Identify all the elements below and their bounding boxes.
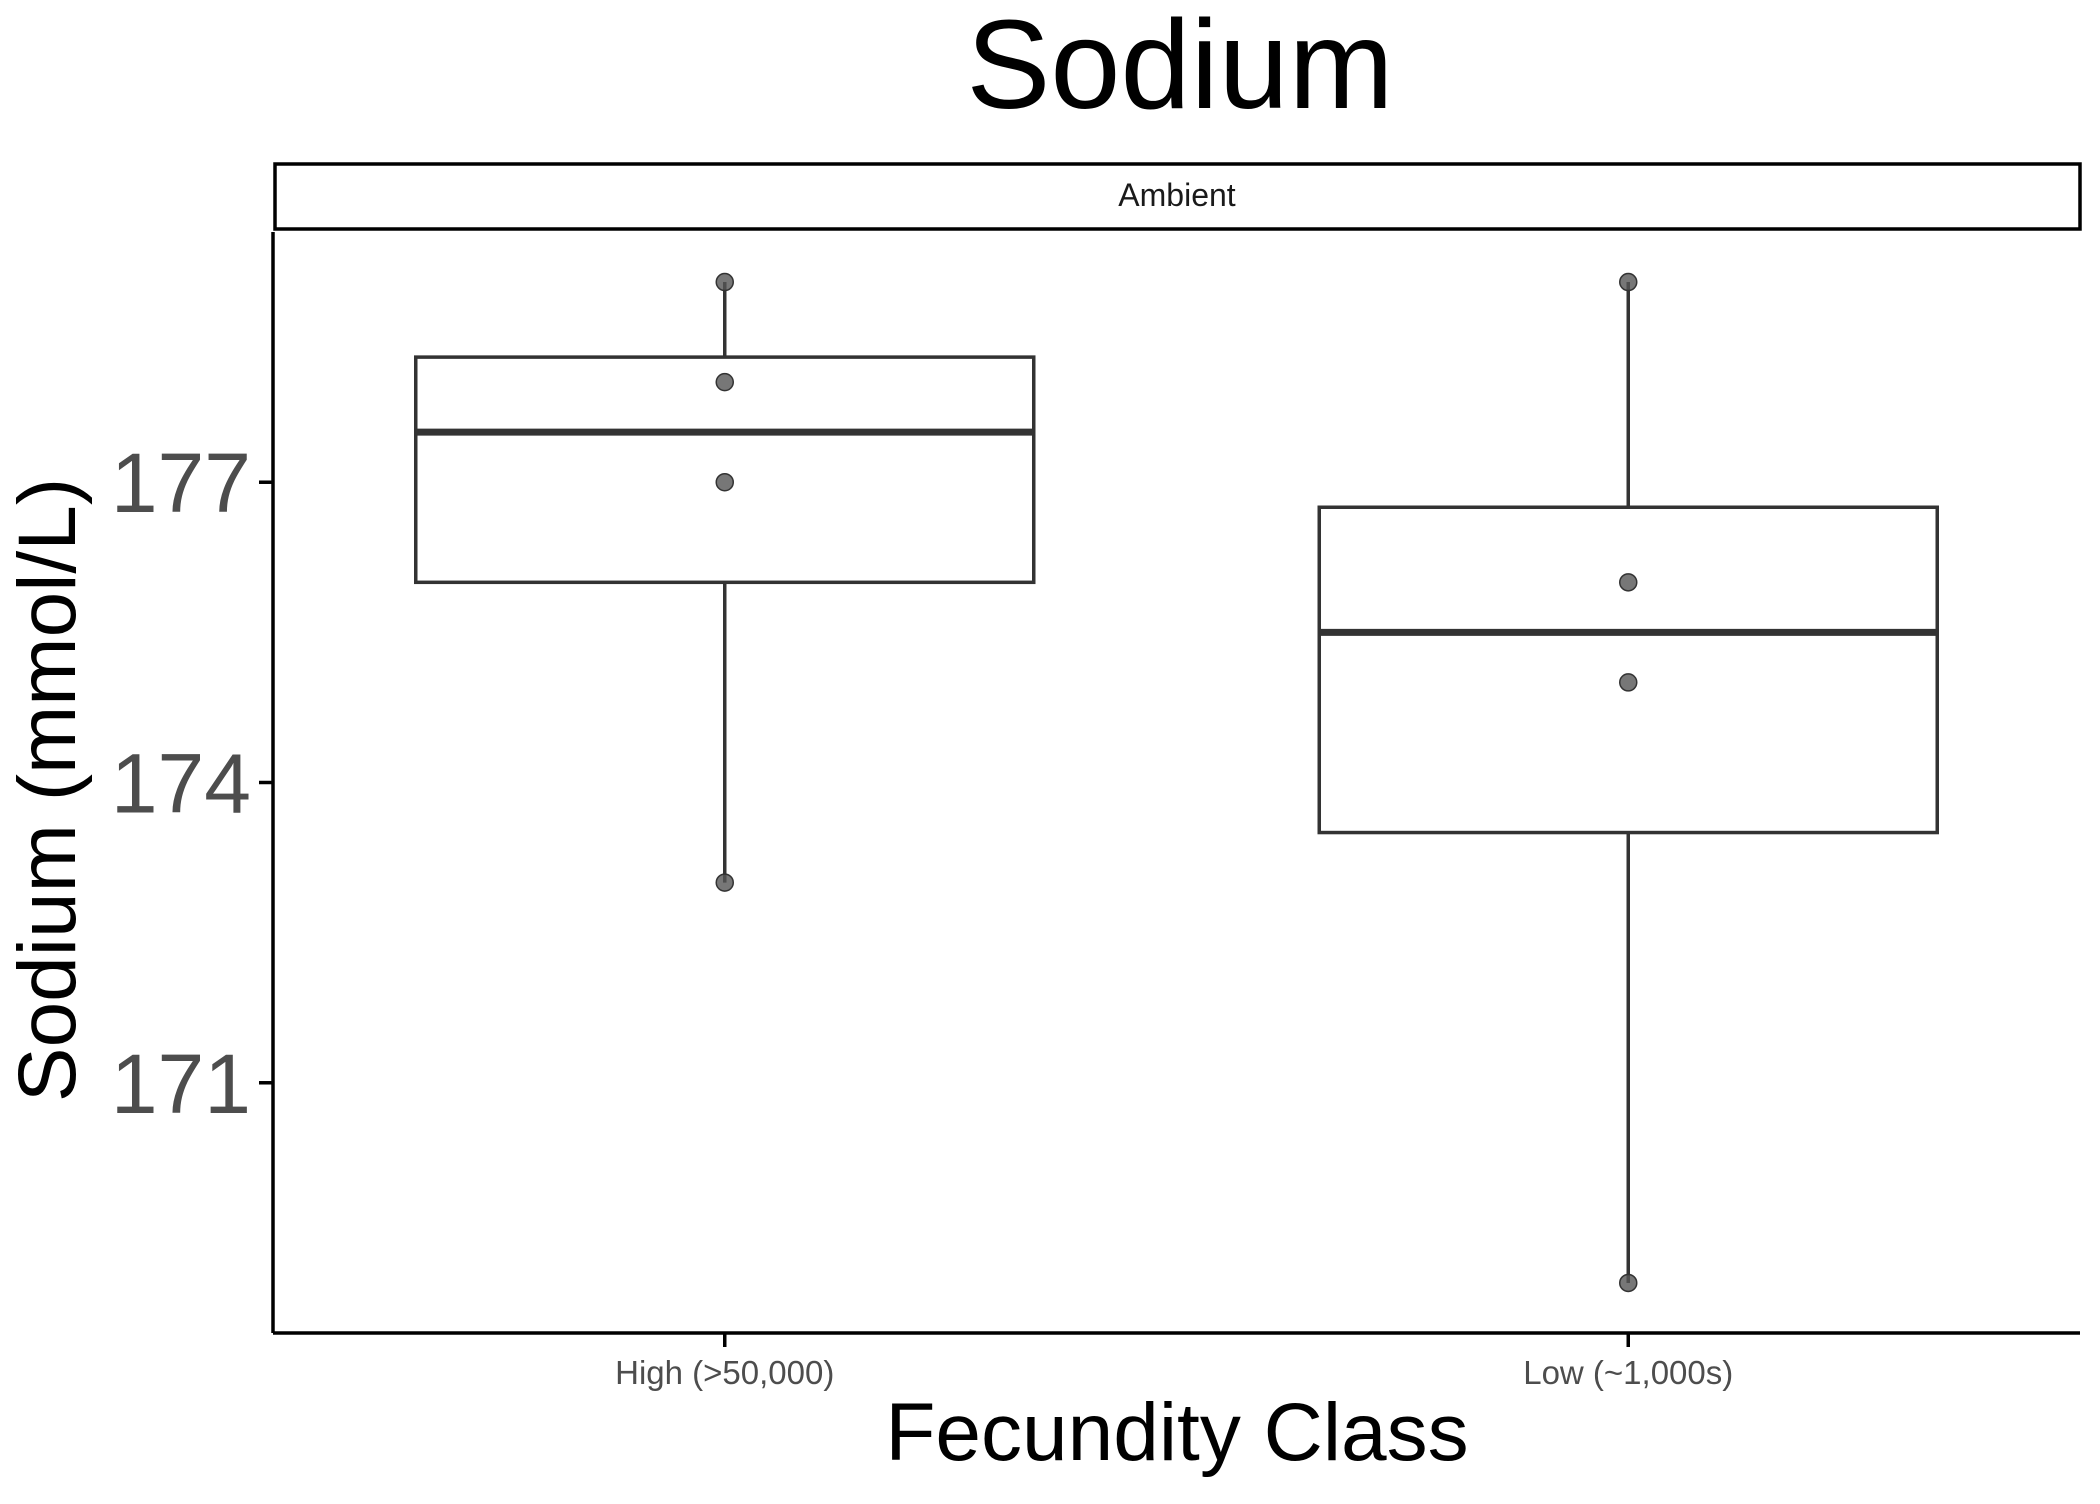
x-tick-label: Low (~1,000s) — [1523, 1354, 1733, 1391]
y-tick-label: 174 — [111, 737, 251, 831]
plot-area — [414, 272, 1939, 1293]
box-group-1 — [414, 282, 1036, 883]
data-point — [1619, 272, 1638, 292]
y-tick-label: 171 — [111, 1037, 251, 1131]
facet-strip-label: Ambient — [1118, 177, 1236, 213]
data-point — [1619, 573, 1638, 592]
facet-strip-box — [273, 162, 2082, 231]
y-axis-title: Sodium (mmol/L) — [2, 478, 93, 1102]
y-tick-label: 177 — [111, 436, 251, 530]
data-point — [715, 472, 734, 492]
facet-strip: Ambient — [273, 162, 2082, 231]
data-point — [715, 372, 734, 392]
x-axis-title: Fecundity Class — [885, 1387, 1468, 1478]
data-point — [1619, 1273, 1638, 1293]
box-iqr — [414, 355, 1036, 585]
chart-title: Sodium — [966, 0, 1393, 135]
box-group-2 — [1317, 282, 1939, 1283]
box-iqr — [1317, 505, 1939, 835]
data-point — [1619, 673, 1638, 692]
x-tick-label: High (>50,000) — [615, 1354, 834, 1391]
data-point — [715, 873, 734, 892]
data-point — [715, 272, 734, 292]
axes: 171 174 177 High (>50,000) Low (~1,000s) — [111, 232, 2080, 1391]
